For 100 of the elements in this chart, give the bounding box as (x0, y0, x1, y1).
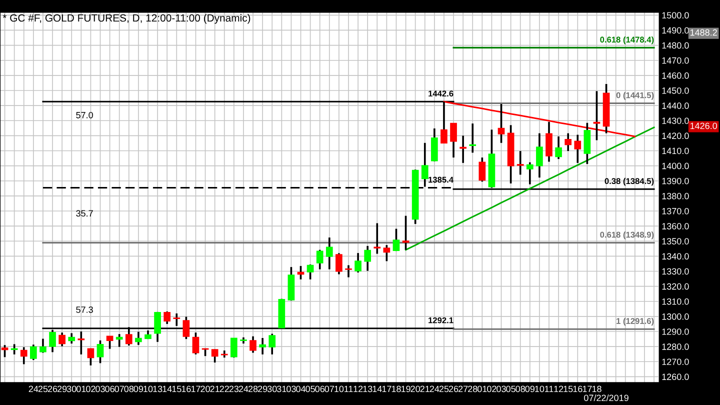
x-tick-label: 13 (363, 386, 372, 392)
series-label: 1292.1 (428, 317, 454, 324)
x-tick-label: 25 (38, 386, 48, 392)
x-tick-label: 13 (153, 386, 162, 392)
x-tick-label: 02 (86, 386, 96, 392)
y-tick-label: 1440.0 (662, 102, 689, 109)
x-tick-label: 09 (525, 386, 534, 392)
chart-title: * GC #F, GOLD FUTURES, D, 12:00-11:00 (Dynamic) (2, 14, 250, 24)
candlestick (469, 122, 476, 154)
candlestick (364, 245, 372, 272)
x-tick-label: 24 (238, 386, 248, 392)
series-label: 0.38 (1384.5) (604, 178, 654, 186)
x-tick-label: 08 (516, 386, 525, 392)
x-tick-label: 29 (258, 386, 268, 392)
y-tick-label: 1260.0 (662, 374, 689, 380)
x-tick-label: 26 (448, 386, 458, 392)
x-tick-label: 01 (478, 386, 487, 392)
y-tick-label: 1410.0 (662, 148, 689, 154)
y-tick-label: 1460.0 (662, 72, 689, 79)
x-tick-label: 15 (172, 386, 182, 392)
y-tick-label: 1330.0 (662, 268, 689, 275)
candlestick (431, 128, 438, 162)
y-tick-label: 1490.0 (662, 27, 689, 34)
series-label: 0.618 (1478.4) (600, 36, 654, 44)
candlestick (383, 244, 390, 262)
candlestick (211, 348, 218, 364)
candlestick (259, 337, 266, 356)
x-tick-label: 24 (430, 386, 440, 392)
candlestick (564, 132, 572, 152)
candlestick (297, 265, 304, 280)
x-tick-label: 07 (324, 386, 334, 392)
candlestick (354, 252, 362, 274)
y-tick-label: 1420.0 (662, 132, 689, 140)
y-tick-label: 1290.0 (662, 328, 689, 335)
y-tick-label: 1450.0 (662, 87, 689, 94)
x-tick-label: 10 (144, 386, 153, 392)
candlestick (20, 346, 28, 366)
x-tick-label: 10 (535, 386, 544, 392)
text: 1488.2 (690, 29, 717, 36)
candlestick (374, 222, 381, 255)
series-label: 1442.6 (428, 90, 454, 97)
x-tick-label: 17 (382, 386, 392, 392)
candlestick (402, 214, 410, 251)
x-tick-label: 01 (76, 386, 86, 392)
x-tick-label: 07 (114, 386, 124, 392)
candlestick (230, 337, 238, 358)
annotation: 57.3 (76, 306, 93, 313)
candlestick (58, 332, 66, 348)
candlestick (555, 136, 562, 160)
candlestick (316, 248, 324, 270)
series-label: 1 (1291.6) (616, 318, 654, 326)
x-tick-label: 05 (506, 386, 516, 392)
x-tick-label: 30 (66, 386, 76, 392)
x-tick-label: 11 (545, 386, 554, 392)
candlestick (10, 343, 18, 356)
x-tick-label: 18 (392, 386, 401, 392)
x-tick-label: 22 (220, 386, 229, 392)
y-tick-label: 1390.0 (662, 178, 689, 184)
candlestick (68, 332, 76, 344)
candlestick (164, 310, 171, 325)
x-tick-label: 16 (182, 386, 191, 392)
x-tick-label: 12 (354, 386, 363, 392)
x-tick-label: 28 (248, 386, 258, 392)
candlestick (584, 122, 591, 165)
y-tick-label: 1470.0 (662, 57, 689, 64)
y-tick-label: 1380.0 (662, 192, 689, 200)
x-tick-label: 30 (267, 386, 277, 392)
y-tick-label: 1480.0 (662, 42, 689, 49)
x-tick-label: 03 (96, 386, 105, 392)
x-tick-label: 20 (410, 386, 420, 392)
x-tick-label: 07/22/2019 (584, 394, 628, 402)
candlestick (516, 150, 524, 176)
candlestick (106, 335, 114, 350)
x-tick-label: 17 (582, 386, 592, 392)
x-tick-label: 21 (420, 386, 430, 392)
x-tick-label: 03 (496, 386, 506, 392)
annotation: 57.0 (76, 112, 93, 118)
candlestick (116, 333, 123, 348)
x-tick-label: 04 (296, 386, 306, 392)
x-tick-label: 23 (229, 386, 239, 392)
candlestick (87, 347, 94, 366)
candlestick (135, 330, 142, 346)
x-tick-label: 09 (134, 386, 144, 392)
candlestick (96, 339, 104, 364)
y-tick-label: 1370.0 (662, 208, 689, 214)
x-tick-label: 24 (28, 386, 38, 392)
candlestick (450, 122, 457, 158)
candlestick (421, 142, 428, 188)
annotation: 35.7 (76, 210, 93, 217)
y-tick-label: 1300.0 (662, 313, 689, 320)
x-tick-label: 15 (564, 386, 573, 392)
y-tick-label: 1270.0 (662, 358, 689, 365)
candlestick (192, 332, 200, 356)
candlestick (306, 264, 314, 280)
candlestick (574, 134, 582, 164)
x-tick-label: 20 (200, 386, 210, 392)
x-tick-label: 25 (439, 386, 449, 392)
series-label: 0 (1441.5) (616, 92, 654, 100)
x-tick-label: 28 (468, 386, 478, 392)
x-tick-label: 14 (372, 386, 382, 392)
